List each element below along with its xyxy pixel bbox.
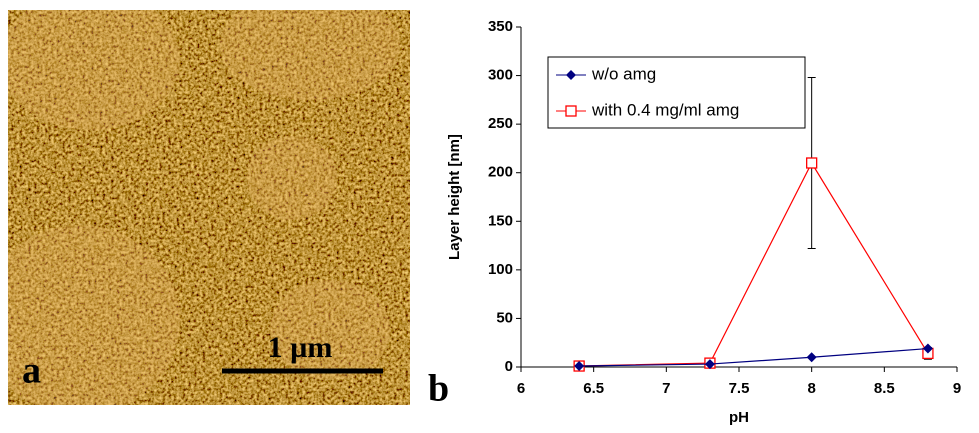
series-line bbox=[579, 161, 929, 367]
x-tick-label: 9 bbox=[953, 380, 961, 397]
data-point bbox=[704, 359, 715, 370]
data-point bbox=[806, 157, 818, 169]
legend-marker bbox=[565, 105, 577, 117]
y-tick-label: 0 bbox=[505, 358, 513, 375]
y-axis-label: Layer height [nm] bbox=[446, 134, 463, 260]
x-tick-label: 8 bbox=[807, 380, 815, 397]
panel-label: b bbox=[428, 368, 449, 410]
x-axis-label: pH bbox=[729, 409, 749, 426]
legend-label: w/o amg bbox=[591, 64, 656, 83]
series-line bbox=[579, 347, 928, 367]
legend-marker bbox=[566, 70, 576, 80]
y-tick-label: 150 bbox=[488, 212, 513, 229]
data-point bbox=[806, 352, 817, 363]
data-point bbox=[574, 361, 585, 372]
scale-bar-label: 1 µm bbox=[268, 331, 333, 364]
x-tick-label: 6.5 bbox=[583, 380, 604, 397]
y-tick-label: 250 bbox=[488, 115, 513, 132]
y-tick-label: 200 bbox=[488, 164, 513, 181]
y-tick-label: 300 bbox=[488, 67, 513, 84]
legend-label: with 0.4 mg/ml amg bbox=[591, 100, 739, 119]
x-tick-label: 6 bbox=[517, 380, 525, 397]
y-tick-label: 50 bbox=[496, 309, 513, 326]
legend bbox=[547, 56, 806, 129]
afm-image bbox=[8, 10, 410, 405]
data-point bbox=[922, 343, 933, 354]
y-tick-label: 350 bbox=[488, 18, 513, 35]
panel-label: a bbox=[22, 350, 41, 392]
x-tick-label: 7.5 bbox=[729, 380, 750, 397]
x-tick-label: 8.5 bbox=[874, 380, 895, 397]
y-tick-label: 100 bbox=[488, 261, 513, 278]
x-tick-label: 7 bbox=[662, 380, 670, 397]
